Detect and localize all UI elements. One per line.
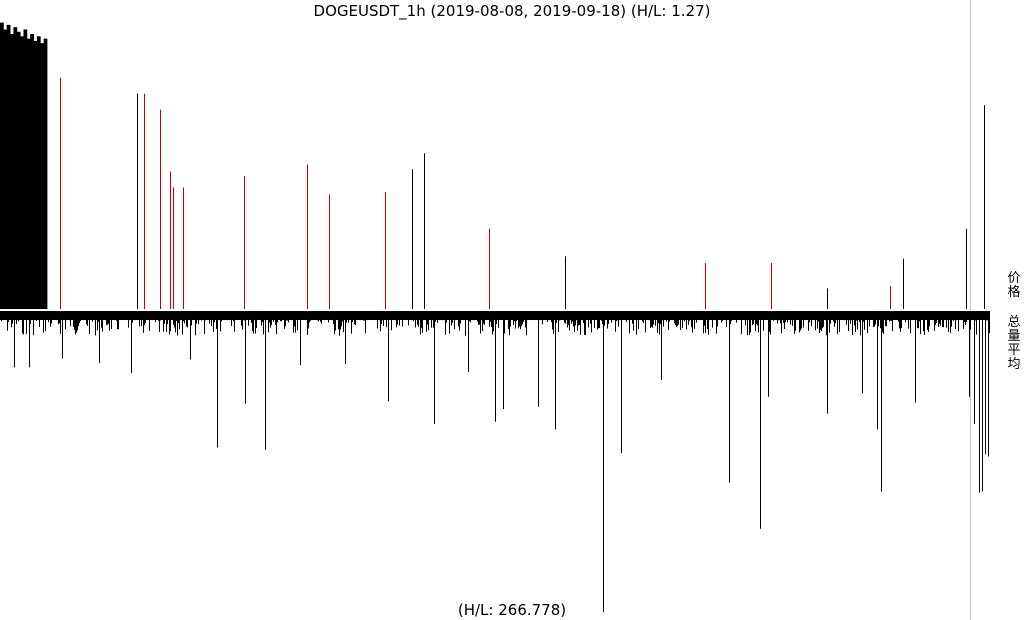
price-dense-bar — [23, 29, 28, 310]
price-dense-bar — [13, 27, 18, 309]
price-dense-bar — [40, 43, 45, 309]
price-dense-bar — [3, 29, 8, 310]
price-dense-bar — [10, 34, 14, 309]
volume-panel — [0, 311, 990, 613]
price-dense-bar — [36, 36, 41, 309]
price-dense-bar — [33, 40, 38, 309]
volume-axis-label: 总量平均 — [1007, 315, 1021, 372]
price-axis-label: 价格 — [1007, 271, 1021, 300]
price-dense-bar — [16, 31, 21, 309]
chart-title: DOGEUSDT_1h (2019-08-08, 2019-09-18) (H/… — [313, 2, 711, 20]
price-dense-bar — [26, 38, 31, 310]
price-dense-bar — [30, 34, 34, 309]
price-dense-bar — [0, 22, 4, 310]
price-dense-bar — [20, 36, 24, 309]
price-panel — [0, 22, 985, 310]
volume-hl-label: (H/L: 266.778) — [457, 601, 567, 619]
price-dense-bar — [6, 24, 11, 310]
price-dense-bar — [43, 38, 48, 310]
